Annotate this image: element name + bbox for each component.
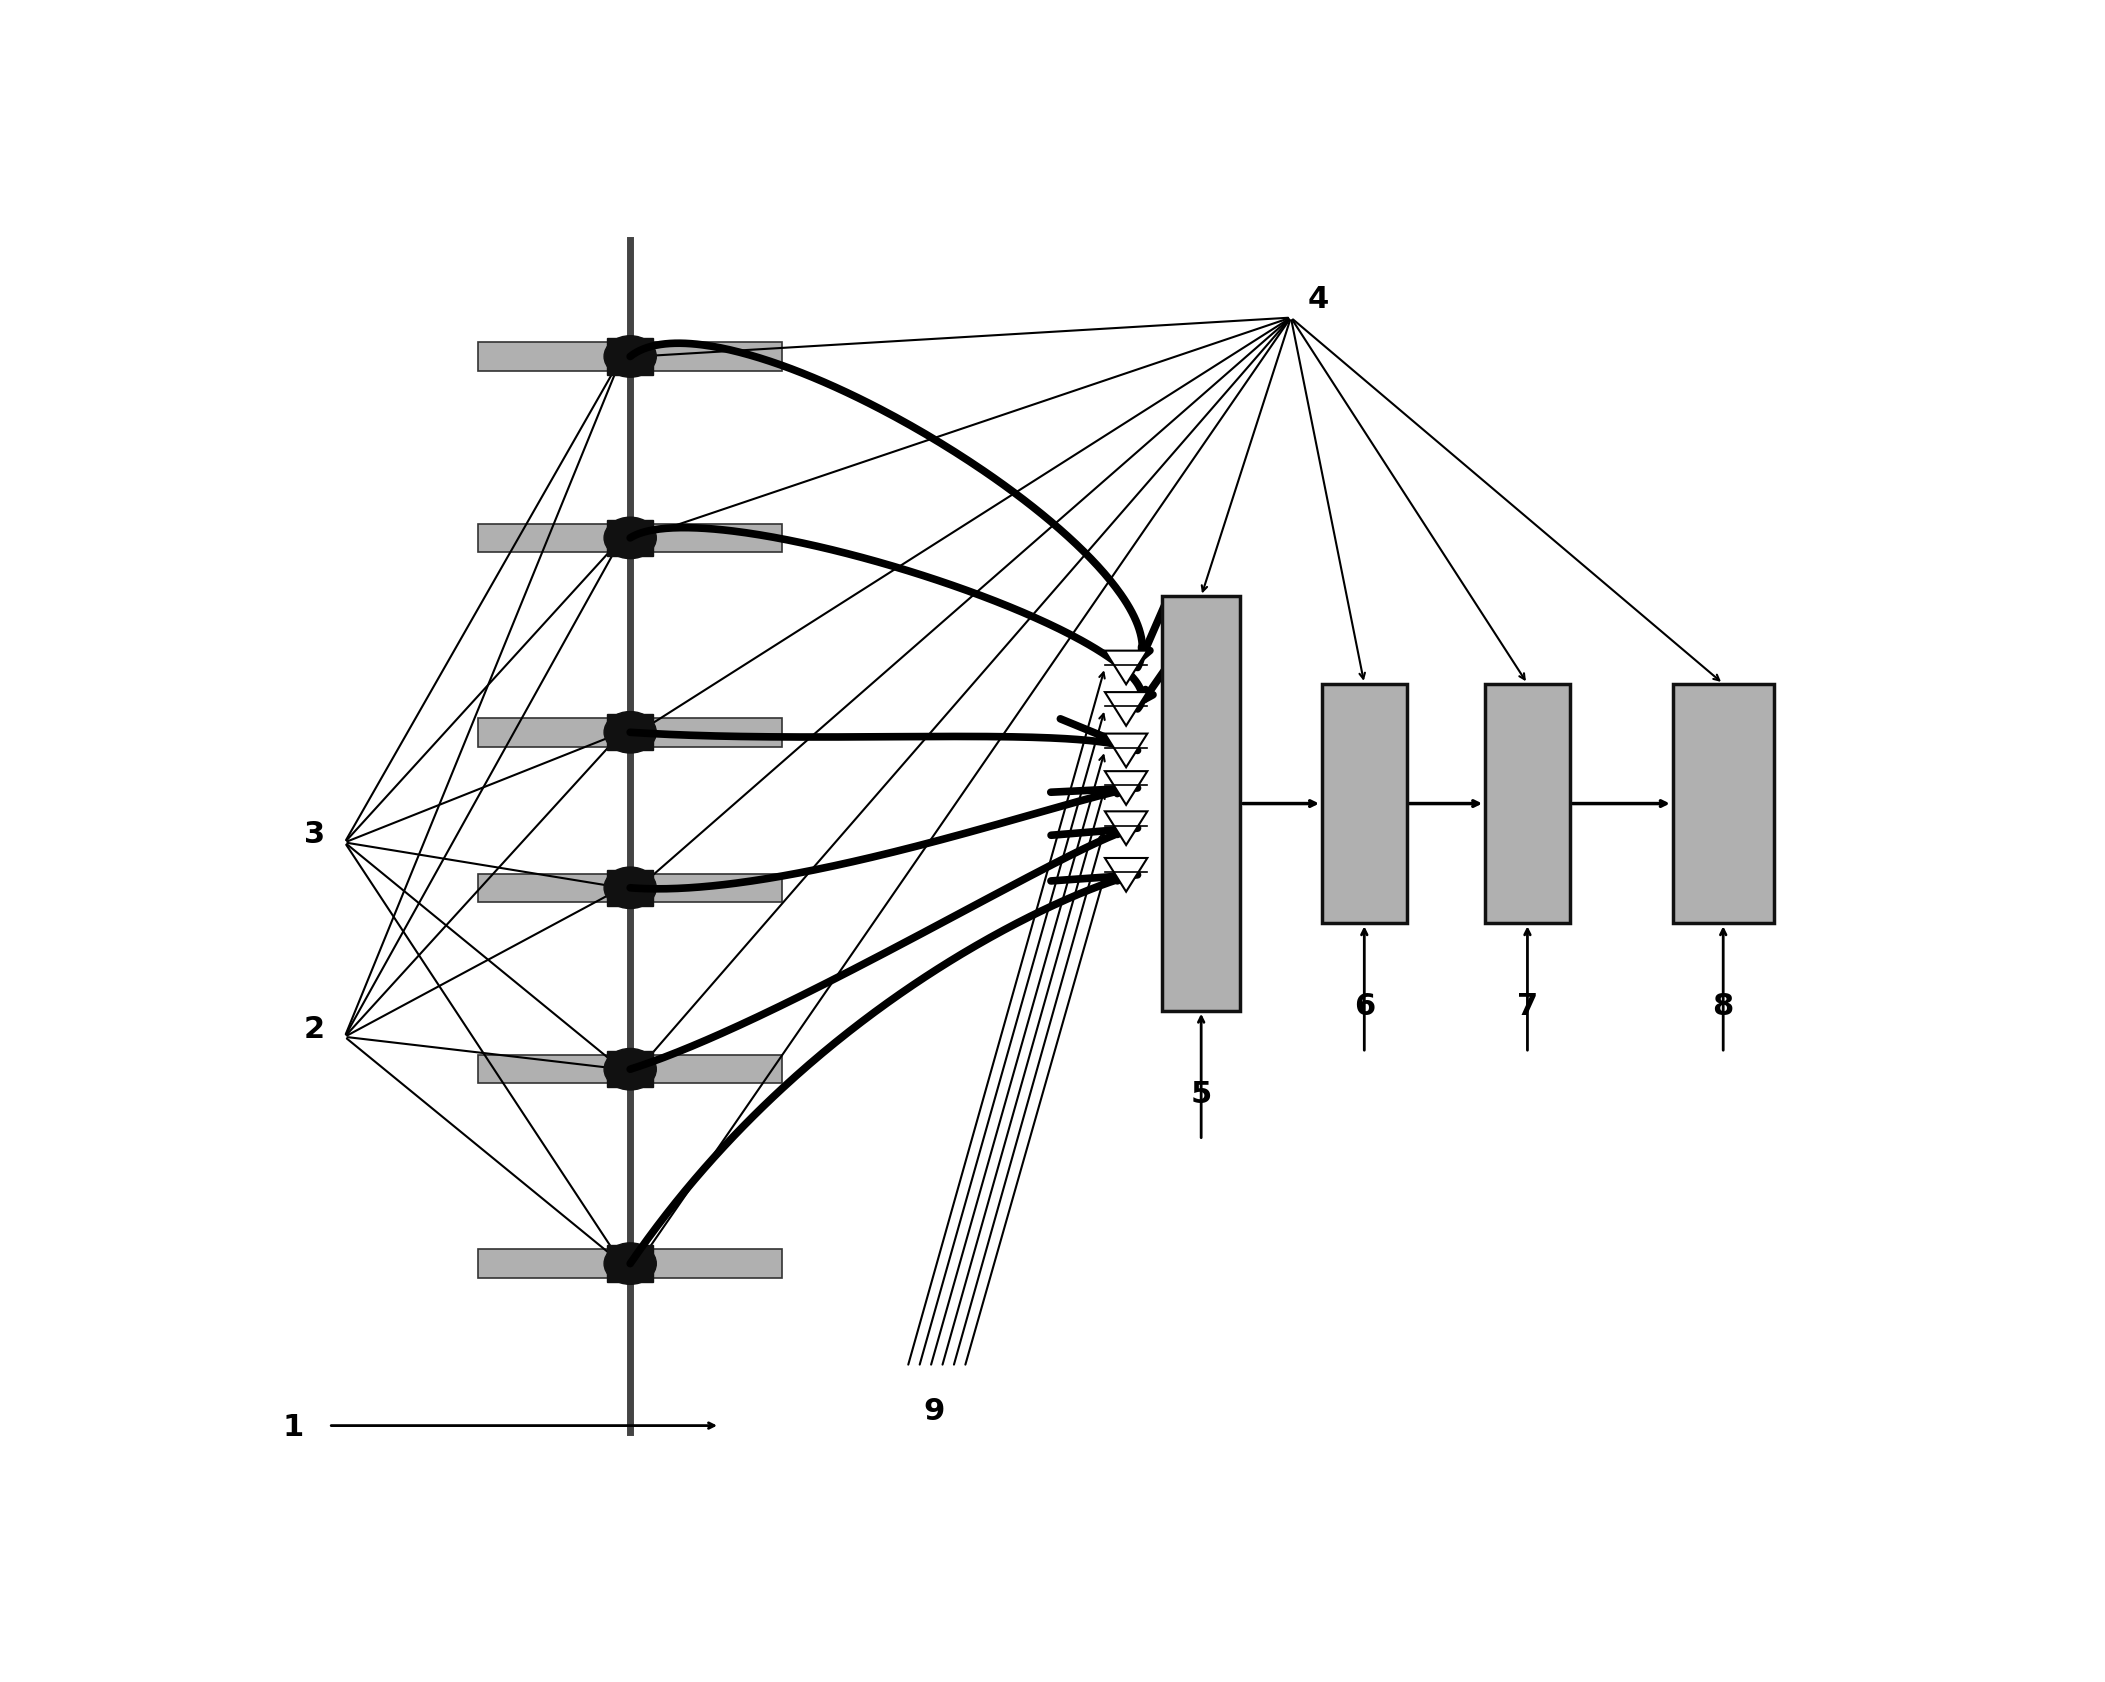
Text: 9: 9 bbox=[924, 1396, 945, 1425]
Bar bbox=[636, 1055, 781, 1083]
Circle shape bbox=[604, 1243, 657, 1285]
Bar bbox=[608, 1051, 653, 1088]
Bar bbox=[636, 718, 781, 747]
Bar bbox=[608, 870, 653, 907]
Polygon shape bbox=[1105, 693, 1147, 727]
Polygon shape bbox=[1105, 858, 1147, 891]
Polygon shape bbox=[1105, 772, 1147, 806]
Text: 1: 1 bbox=[282, 1411, 303, 1441]
Bar bbox=[478, 1250, 625, 1278]
Text: 5: 5 bbox=[1191, 1078, 1212, 1108]
Circle shape bbox=[604, 1050, 657, 1090]
Polygon shape bbox=[1105, 651, 1147, 685]
Circle shape bbox=[604, 711, 657, 754]
Bar bbox=[1673, 685, 1775, 923]
Bar bbox=[478, 875, 625, 903]
Bar bbox=[478, 1055, 625, 1083]
Bar bbox=[1322, 685, 1406, 923]
Polygon shape bbox=[1105, 812, 1147, 846]
Bar bbox=[1484, 685, 1570, 923]
Polygon shape bbox=[1105, 733, 1147, 767]
Circle shape bbox=[604, 336, 657, 378]
Text: 8: 8 bbox=[1713, 992, 1735, 1021]
Bar bbox=[636, 525, 781, 553]
Text: 2: 2 bbox=[303, 1014, 324, 1043]
Bar bbox=[636, 343, 781, 372]
Bar bbox=[478, 525, 625, 553]
Bar bbox=[636, 1250, 781, 1278]
Text: 4: 4 bbox=[1307, 284, 1328, 315]
Text: 3: 3 bbox=[303, 819, 324, 849]
Bar bbox=[478, 343, 625, 372]
Bar bbox=[478, 718, 625, 747]
Bar bbox=[1162, 597, 1240, 1011]
Bar bbox=[608, 340, 653, 375]
Bar bbox=[636, 875, 781, 903]
Text: 6: 6 bbox=[1354, 992, 1375, 1021]
Circle shape bbox=[604, 518, 657, 560]
Circle shape bbox=[604, 868, 657, 908]
Text: 7: 7 bbox=[1518, 992, 1539, 1021]
Bar bbox=[608, 715, 653, 750]
Bar bbox=[608, 520, 653, 557]
Bar bbox=[608, 1246, 653, 1282]
